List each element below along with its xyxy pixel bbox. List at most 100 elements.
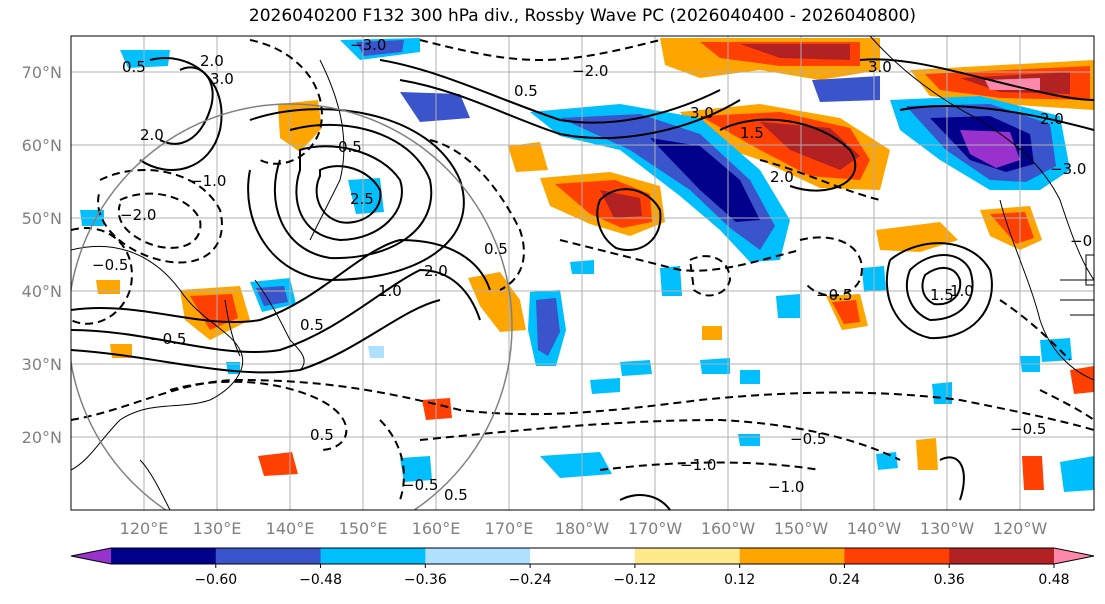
lon-tick-label: 120°E bbox=[120, 519, 169, 538]
negative-contour bbox=[97, 169, 223, 264]
positive-contour bbox=[619, 494, 671, 510]
map-frame bbox=[70, 35, 1095, 511]
negative-divergence-region bbox=[738, 434, 760, 446]
negative-contour bbox=[799, 236, 863, 297]
contour-label: 2.0 bbox=[140, 126, 164, 144]
lat-tick-label: 30°N bbox=[22, 355, 62, 374]
negative-divergence-region bbox=[120, 50, 170, 68]
positive-contour bbox=[719, 118, 857, 192]
contour-label: 0.5 bbox=[484, 240, 508, 258]
colorbar-segment bbox=[530, 548, 636, 564]
colorbar-segment bbox=[215, 548, 322, 564]
positive-divergence-region bbox=[508, 142, 548, 172]
negative-divergence-region bbox=[620, 360, 652, 376]
colorbar-tick-label: −0.60 bbox=[194, 572, 237, 588]
negative-contours bbox=[71, 39, 1094, 501]
rossby-contours bbox=[71, 57, 1094, 510]
positive-contour bbox=[295, 145, 403, 242]
contour-label: −2.0 bbox=[120, 206, 156, 224]
coastline-japan bbox=[254, 279, 305, 371]
negative-divergence-region bbox=[812, 76, 880, 102]
contour-label: 1.5 bbox=[930, 286, 954, 304]
lat-tick-label: 20°N bbox=[22, 428, 62, 447]
positive-divergence-region bbox=[832, 300, 860, 324]
lon-tick-label: 180°W bbox=[555, 519, 610, 538]
coastline-philippines bbox=[139, 459, 171, 510]
positive-contour bbox=[379, 59, 721, 124]
contour-label: 0.5 bbox=[444, 486, 468, 504]
contour-label: 2.5 bbox=[350, 190, 374, 208]
lat-tick-label: 70°N bbox=[22, 63, 62, 82]
positive-contour bbox=[921, 267, 962, 306]
contour-label: 3.0 bbox=[868, 58, 892, 76]
contour-label: 0.5 bbox=[300, 316, 324, 334]
contour-label: −0.5 bbox=[402, 476, 438, 494]
negative-contour bbox=[379, 419, 405, 501]
positive-divergence-region bbox=[278, 100, 322, 152]
positive-contour bbox=[71, 238, 491, 324]
colorbar-outline bbox=[70, 547, 1095, 565]
negative-contour bbox=[71, 378, 1094, 431]
coastline-kamchatka bbox=[309, 59, 345, 241]
colorbar: −0.60 −0.48 −0.36 −0.24 −0.12 0.12 0.24 0.36 0.4… bbox=[70, 547, 1095, 588]
positive-contour bbox=[885, 242, 993, 340]
negative-divergence-region bbox=[650, 138, 760, 222]
positive-contour bbox=[905, 254, 974, 322]
colorbar-segment bbox=[949, 548, 1055, 564]
lon-tick-label: 120°W bbox=[993, 519, 1048, 538]
lon-tick-label: 160°W bbox=[701, 519, 756, 538]
negative-divergence-region bbox=[356, 40, 404, 56]
colorbar-tick-label: 0.12 bbox=[724, 572, 755, 588]
negative-divergence-region bbox=[960, 130, 1020, 168]
colorbar-tick-label: −0.36 bbox=[404, 572, 447, 588]
lat-tick-label: 50°N bbox=[22, 209, 62, 228]
colorbar-tick-label: −0.48 bbox=[299, 572, 342, 588]
coastline-asia bbox=[71, 245, 244, 471]
negative-contour bbox=[419, 39, 661, 62]
positive-contour bbox=[139, 57, 223, 171]
colorbar-tick-label: −0.24 bbox=[509, 572, 552, 588]
positive-contour bbox=[939, 456, 965, 501]
colorbar-segment bbox=[844, 548, 950, 564]
negative-contour bbox=[71, 227, 133, 325]
positive-divergence-region bbox=[1070, 366, 1094, 394]
negative-divergence-region bbox=[740, 370, 760, 384]
lon-tick-label: 140°W bbox=[847, 519, 902, 538]
positive-contour bbox=[899, 105, 1094, 131]
colorbar-tick-label: 0.24 bbox=[829, 572, 860, 588]
coastline-canada-border bbox=[1060, 254, 1094, 316]
contour-label: −0.5 bbox=[790, 430, 826, 448]
lon-tick-label: 170°W bbox=[628, 519, 683, 538]
contour-label: −3.0 bbox=[350, 36, 386, 54]
lat-tick-label: 60°N bbox=[22, 136, 62, 155]
latitude-ticks: 70°N 60°N 50°N 40°N 30°N 20°N bbox=[22, 63, 62, 447]
lon-tick-label: 150°W bbox=[774, 519, 829, 538]
longitude-ticks: 120°E 130°E 140°E 150°E 160°E 170°E 180°… bbox=[120, 519, 1048, 538]
colorbar-extend-high bbox=[1054, 548, 1094, 564]
positive-contour bbox=[159, 66, 214, 145]
lon-tick-label: 130°W bbox=[920, 519, 975, 538]
positive-divergence-region bbox=[96, 280, 120, 294]
contour-label: 2.0 bbox=[770, 168, 794, 186]
contour-label: 1.0 bbox=[378, 282, 402, 300]
positive-divergence-region bbox=[422, 398, 452, 420]
negative-contour bbox=[117, 192, 202, 249]
colorbar-tick-label: −0.12 bbox=[613, 572, 656, 588]
negative-divergence-region bbox=[1060, 456, 1094, 492]
lon-tick-label: 150°E bbox=[339, 519, 388, 538]
positive-divergence-region bbox=[600, 190, 642, 218]
lon-tick-label: 140°E bbox=[266, 519, 315, 538]
contour-label: −1.0 bbox=[768, 478, 804, 496]
negative-contour bbox=[999, 299, 1071, 361]
colorbar-segment bbox=[634, 548, 741, 564]
contour-label: −0.5 bbox=[1010, 420, 1046, 438]
contour-label: −0.5 bbox=[816, 286, 852, 304]
highlight-circle bbox=[71, 103, 513, 510]
positive-contour bbox=[315, 165, 382, 224]
grid-lines bbox=[71, 36, 1094, 510]
lon-tick-label: 170°E bbox=[485, 519, 534, 538]
negative-divergence-region bbox=[660, 266, 682, 296]
positive-contour bbox=[399, 79, 741, 139]
negative-contour bbox=[169, 380, 348, 451]
lat-tick-label: 40°N bbox=[22, 282, 62, 301]
